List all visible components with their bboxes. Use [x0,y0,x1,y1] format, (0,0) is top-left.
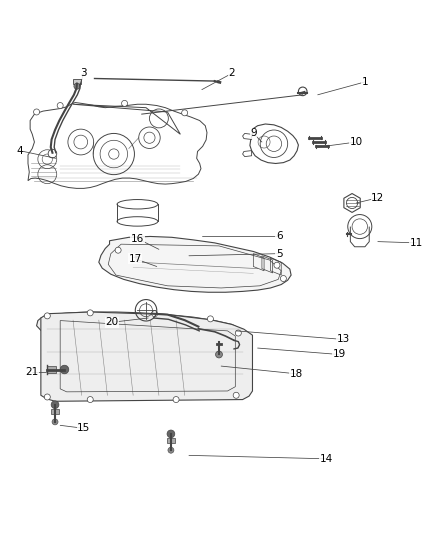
Circle shape [182,110,187,116]
Circle shape [215,351,223,358]
Circle shape [60,365,69,374]
Text: 5: 5 [276,248,283,259]
Bar [166,438,175,443]
Bar [47,366,56,373]
Circle shape [208,316,213,322]
Text: 17: 17 [129,254,142,264]
Circle shape [173,397,179,402]
Circle shape [34,109,39,115]
Text: 4: 4 [16,146,23,156]
Text: 9: 9 [250,128,257,139]
Circle shape [44,394,50,400]
Text: 10: 10 [350,137,363,147]
Text: 18: 18 [290,369,303,379]
Text: 19: 19 [332,350,346,359]
Text: 11: 11 [410,238,423,248]
Circle shape [87,310,93,316]
Polygon shape [41,312,252,401]
Circle shape [74,83,80,89]
Circle shape [152,311,158,317]
Polygon shape [99,237,291,292]
Circle shape [87,397,93,402]
Polygon shape [36,312,244,353]
Text: 12: 12 [371,193,385,203]
Text: 2: 2 [229,68,235,78]
Text: 21: 21 [26,367,39,377]
Bar [51,409,59,414]
Bar [73,79,81,84]
Text: 14: 14 [320,454,333,464]
Circle shape [233,392,239,398]
Circle shape [167,430,175,438]
Circle shape [48,149,57,158]
Text: 20: 20 [105,317,118,327]
Text: 16: 16 [131,233,144,244]
Circle shape [44,313,50,319]
Circle shape [274,262,280,268]
Circle shape [168,447,174,453]
Text: 13: 13 [337,335,350,344]
Circle shape [235,330,241,336]
Text: 6: 6 [276,231,283,241]
Circle shape [57,102,63,109]
Text: 3: 3 [81,68,87,78]
Circle shape [122,100,127,107]
Circle shape [52,419,58,425]
Text: 1: 1 [362,77,368,87]
Circle shape [115,247,121,253]
Text: 15: 15 [77,423,90,433]
Circle shape [280,276,286,281]
Circle shape [51,401,59,409]
